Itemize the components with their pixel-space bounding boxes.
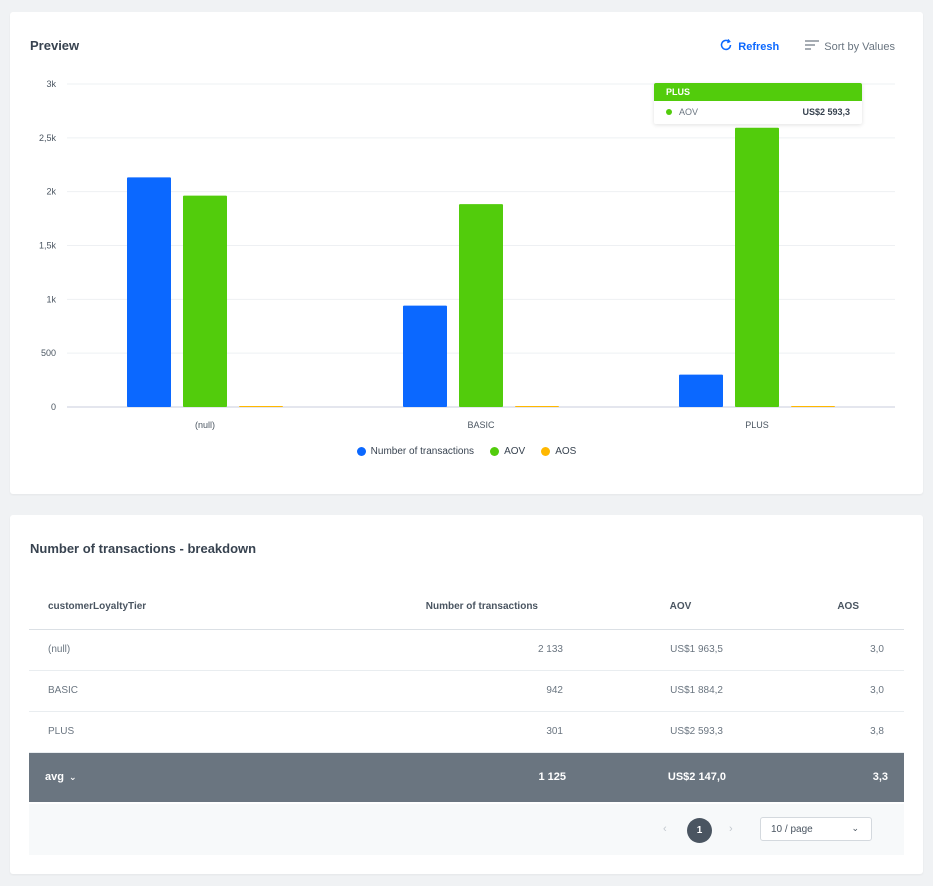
page-number-button[interactable]: 1	[687, 818, 712, 843]
chart-legend: Number of transactions AOV AOS	[10, 446, 923, 457]
sort-button[interactable]: Sort by Values	[805, 39, 895, 54]
bar	[515, 406, 559, 407]
sort-label: Sort by Values	[824, 40, 895, 53]
cell-transactions: 942	[329, 670, 583, 712]
chevron-down-icon: ⌄	[68, 772, 77, 783]
page-size-select[interactable]: 10 / page ⌄	[760, 817, 872, 841]
refresh-button[interactable]: Refresh	[719, 38, 779, 55]
column-header-transactions[interactable]: Number of transactions	[329, 585, 583, 630]
bar	[459, 204, 503, 407]
sort-icon	[805, 39, 820, 54]
summary-label: avg	[45, 771, 64, 784]
table-row: PLUS 301 US$2 593,3 3,8	[29, 711, 904, 753]
column-header-aov[interactable]: AOV	[583, 585, 743, 630]
cell-transactions: 301	[329, 711, 583, 753]
legend-label: Number of transactions	[370, 446, 475, 457]
bar-chart: 0 500 1k 1,5k 2k 2,5k 3k (null) BASIC PLUS	[39, 79, 895, 430]
cell-aos: 3,0	[743, 670, 904, 712]
legend-label: AOS	[555, 446, 577, 457]
bar	[127, 177, 171, 407]
column-header-aos[interactable]: AOS	[743, 585, 904, 630]
page-size-value: 10 / page	[771, 823, 813, 835]
summary-transactions: 1 125	[329, 752, 583, 802]
legend-dot	[356, 447, 366, 456]
cell-tier: (null)	[29, 629, 329, 671]
cell-aov: US$1 884,2	[583, 670, 743, 712]
next-page-icon[interactable]: ›	[729, 823, 733, 835]
cell-tier: PLUS	[29, 711, 329, 753]
cell-aos: 3,8	[743, 711, 904, 753]
legend-item[interactable]: AOS	[541, 446, 576, 457]
summary-aos: 3,3	[743, 752, 904, 802]
bar	[679, 374, 723, 407]
y-tick-label: 2,5k	[39, 133, 57, 143]
cell-aos: 3,0	[743, 629, 904, 671]
y-tick-label: 1k	[46, 294, 56, 304]
tooltip-category: PLUS	[654, 83, 862, 101]
tooltip-row: AOV US$2 593,3	[654, 101, 862, 117]
cell-tier: BASIC	[29, 670, 329, 712]
y-tick-label: 500	[41, 348, 56, 358]
refresh-icon	[719, 38, 733, 55]
column-header-tier[interactable]: customerLoyaltyTier	[29, 585, 329, 630]
x-tick-label: BASIC	[467, 420, 495, 430]
prev-page-icon[interactable]: ‹	[663, 823, 667, 835]
table-row: BASIC 942 US$1 884,2 3,0	[29, 670, 904, 712]
summary-row: avg ⌄ 1 125 US$2 147,0 3,3	[29, 752, 904, 802]
y-tick-label: 3k	[46, 79, 56, 89]
table-row: (null) 2 133 US$1 963,5 3,0	[29, 629, 904, 671]
y-tick-label: 2k	[46, 187, 56, 197]
tooltip-value: US$2 593,3	[802, 107, 850, 117]
x-tick-label: (null)	[195, 420, 215, 430]
summary-aov: US$2 147,0	[583, 752, 743, 802]
preview-card: Preview Refresh Sort by Values 0 500 1k 1,	[10, 12, 923, 494]
summary-aggregate-select[interactable]: avg ⌄	[29, 752, 329, 802]
breakdown-card: Number of transactions - breakdown custo…	[10, 515, 923, 874]
cell-aov: US$1 963,5	[583, 629, 743, 671]
breakdown-table: customerLoyaltyTier Number of transactio…	[29, 585, 904, 802]
y-tick-label: 1,5k	[39, 241, 57, 251]
legend-dot	[490, 447, 500, 456]
legend-item[interactable]: AOV	[490, 446, 525, 457]
legend-label: AOV	[504, 446, 526, 457]
pagination: ‹ 1 › 10 / page ⌄	[29, 804, 904, 855]
preview-title: Preview	[30, 38, 80, 53]
tooltip-series: AOV	[679, 107, 699, 117]
bar	[735, 127, 779, 408]
cell-aov: US$2 593,3	[583, 711, 743, 753]
legend-dot	[541, 447, 551, 456]
bar	[791, 406, 835, 407]
cell-transactions: 2 133	[329, 629, 583, 671]
bar	[403, 305, 447, 407]
bar	[183, 195, 227, 407]
y-tick-label: 0	[51, 402, 56, 412]
chevron-down-icon: ⌄	[851, 823, 859, 833]
preview-toolbar: Refresh Sort by Values	[719, 38, 895, 55]
table-header-row: customerLoyaltyTier Number of transactio…	[29, 585, 904, 630]
tooltip-series-dot	[666, 109, 672, 115]
bar	[239, 406, 283, 407]
breakdown-title: Number of transactions - breakdown	[30, 541, 257, 556]
refresh-label: Refresh	[738, 40, 780, 53]
x-tick-label: PLUS	[745, 420, 769, 430]
legend-item[interactable]: Number of transactions	[356, 446, 475, 457]
chart-tooltip: PLUS AOV US$2 593,3	[654, 83, 862, 124]
